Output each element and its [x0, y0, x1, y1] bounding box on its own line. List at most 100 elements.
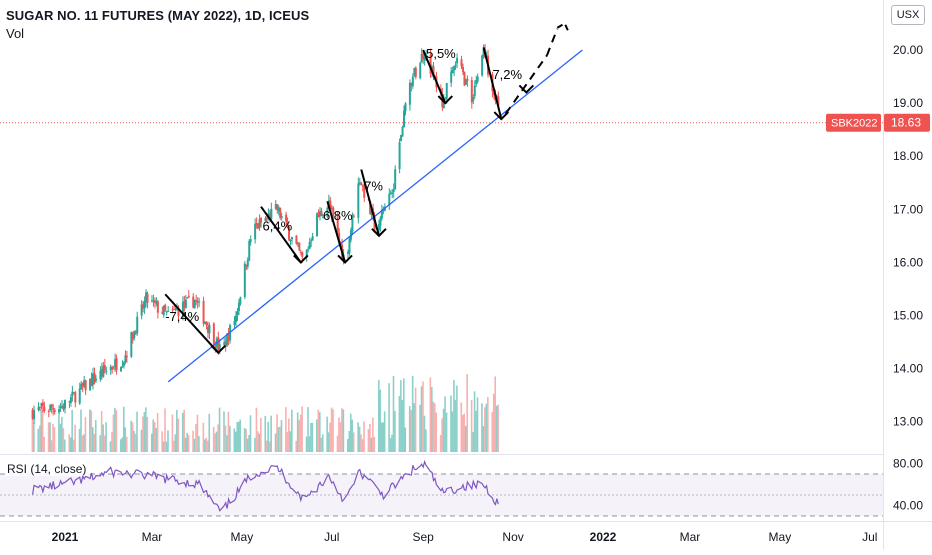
volume-bar — [174, 434, 177, 452]
annotation-label: 7% — [364, 179, 383, 194]
volume-bar — [142, 416, 144, 452]
candle-body — [422, 53, 425, 60]
volume-bar — [429, 377, 432, 452]
volume-bar — [411, 375, 414, 452]
candle-body — [286, 221, 289, 228]
volume-bar — [379, 389, 382, 452]
volume-bar — [360, 434, 362, 452]
volume-bar — [485, 403, 488, 452]
currency-button[interactable]: USX — [891, 5, 925, 25]
candle-body — [90, 378, 93, 387]
last-price-tag-text: 18.63 — [891, 116, 921, 130]
volume-bar — [466, 374, 468, 452]
candle-body — [156, 301, 159, 313]
candle-body — [445, 83, 448, 99]
volume-bar — [433, 403, 436, 452]
candle-body — [276, 204, 279, 211]
volume-bar — [296, 412, 299, 452]
volume-bar — [444, 396, 446, 452]
candle-body — [174, 309, 177, 311]
candle-body — [184, 299, 187, 308]
volume-bar — [33, 422, 35, 452]
volume-bar — [267, 421, 270, 452]
candle-body — [41, 402, 44, 407]
volume-bar — [40, 409, 43, 452]
volume-bar — [140, 429, 143, 452]
volume-bar — [233, 428, 236, 452]
candle-body — [47, 411, 50, 413]
volume-bar — [111, 431, 113, 452]
volume-bar — [212, 426, 215, 452]
candle-body — [316, 213, 319, 237]
price-tick-label: 13.00 — [893, 415, 923, 429]
volume-bar — [134, 433, 137, 452]
candle-body — [326, 207, 329, 217]
rsi-label: RSI (14, close) — [5, 462, 89, 476]
candle-body — [267, 213, 270, 217]
time-tick-label: Jul — [324, 530, 339, 544]
candle-body — [103, 365, 106, 371]
candle-body — [136, 316, 139, 334]
candle-body — [153, 300, 156, 303]
candle-body — [404, 103, 407, 112]
volume-bar — [342, 409, 345, 452]
candle-body — [257, 223, 260, 229]
volume-bar — [425, 429, 427, 452]
volume-bar — [307, 407, 309, 452]
volume-bar — [347, 439, 349, 452]
volume-bar — [389, 437, 392, 452]
candle-body — [255, 223, 258, 225]
candle-body — [205, 322, 208, 326]
candle-body — [246, 259, 249, 267]
volume-bar — [268, 441, 271, 452]
volume-bar — [445, 412, 448, 452]
candle-body — [451, 69, 454, 74]
volume-bar — [120, 439, 122, 452]
candle-body — [71, 391, 74, 396]
volume-bar — [298, 420, 300, 452]
candle-body — [482, 48, 485, 56]
volume-bar — [349, 413, 352, 452]
volume-bar — [193, 438, 196, 452]
chart-title: SUGAR NO. 11 FUTURES (MAY 2022), 1D, ICE… — [6, 8, 310, 23]
volume-bar — [93, 433, 96, 452]
volume-bar — [150, 433, 153, 452]
candle-body — [410, 82, 413, 86]
price-tick-label: 14.00 — [893, 362, 923, 376]
projection-tick — [518, 84, 535, 94]
volume-bar — [181, 412, 184, 452]
volume-bar — [351, 419, 354, 452]
volume-bar — [400, 380, 402, 452]
candle-body — [140, 304, 143, 316]
volume-bar — [171, 414, 174, 452]
candle-body — [456, 57, 459, 64]
volume-bar — [205, 437, 208, 452]
volume-bar — [382, 422, 384, 452]
candle-body — [33, 410, 36, 420]
candle-body — [408, 82, 411, 105]
volume-bar — [94, 420, 97, 452]
candle-body — [120, 366, 123, 372]
annotation-arrow-head — [493, 111, 510, 121]
candle-body — [392, 189, 395, 193]
volume-bar — [341, 408, 343, 452]
candle-body — [52, 408, 55, 410]
volume-bar — [410, 410, 412, 452]
volume-bar — [53, 427, 56, 452]
time-tick-label: May — [769, 530, 792, 544]
candle-body — [264, 218, 267, 222]
candle-body — [186, 297, 189, 299]
annotation-label: 6,4% — [263, 219, 293, 234]
candle-body — [111, 366, 114, 370]
candle-body — [295, 235, 298, 244]
candle-body — [464, 79, 467, 85]
volume-bar — [52, 423, 54, 452]
candle-body — [155, 301, 158, 304]
candle-body — [388, 193, 391, 206]
time-tick-label: Sep — [412, 530, 434, 544]
candle-body — [320, 210, 323, 217]
volume-label: Vol — [6, 26, 25, 41]
candle-body — [181, 302, 184, 318]
volume-bar — [454, 400, 457, 452]
volume-bar — [167, 430, 169, 452]
